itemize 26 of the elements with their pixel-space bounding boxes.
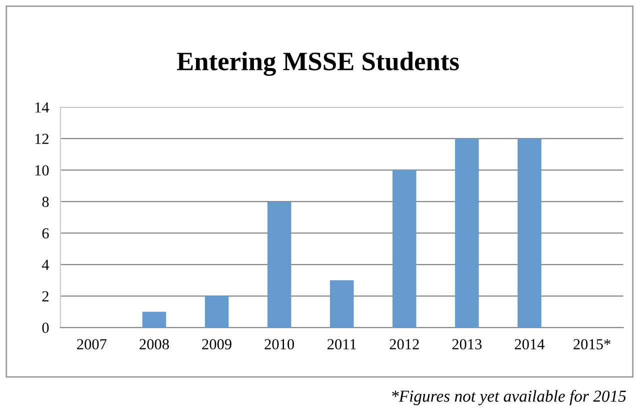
y-tick-label: 14 [35,102,50,112]
x-tick-label: 2015* [574,339,610,350]
x-tick-label: 2011 [328,339,356,350]
x-tick-label: 2013 [452,339,482,350]
x-tick-label: 2012 [390,339,419,350]
y-tick-label: 8 [42,196,49,208]
x-tick-label: 2007 [77,339,107,350]
y-tick-label: 4 [42,260,50,270]
x-tick-label: 2009 [202,339,232,350]
y-tick-label: 10 [35,165,49,176]
y-tick-label: 0 [42,322,49,333]
chart-title: Entering MSSE Students [176,52,459,76]
x-tick-label: 2014 [514,339,545,350]
bar [330,280,354,328]
text: *Figures not yet available for 2015 [392,390,626,406]
bar [518,138,542,328]
bar [392,170,416,328]
bar [267,202,292,328]
bar [142,312,166,328]
y-tick-label: 6 [42,228,49,239]
bar [455,138,479,328]
y-tick-label: 2 [42,291,48,302]
y-tick-label: 12 [35,134,48,144]
bar [204,296,229,328]
x-tick-label: 2010 [264,339,294,350]
x-tick-label: 2008 [140,339,169,350]
